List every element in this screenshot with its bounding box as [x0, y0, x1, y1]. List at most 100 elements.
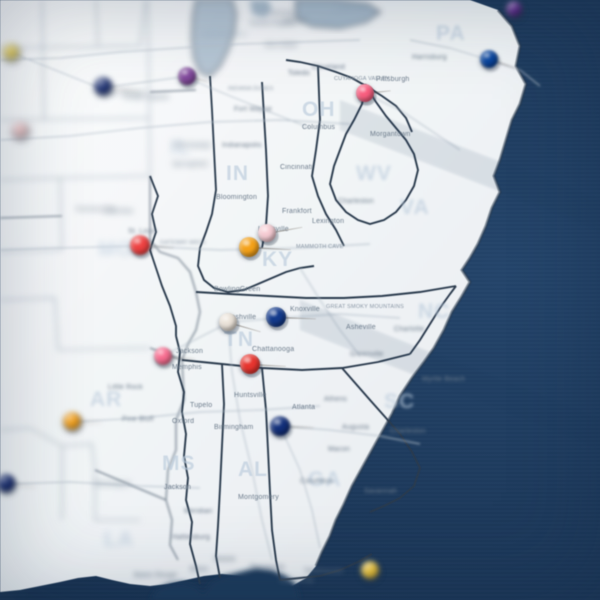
- city-label: Oxford: [172, 418, 195, 425]
- city-label: Baton Rouge: [134, 572, 178, 579]
- pin-minnesota-yellow[interactable]: [3, 44, 19, 60]
- city-label: Meridian: [184, 508, 213, 515]
- city-label: Memphis: [172, 364, 202, 371]
- state-abbr-il: IL: [170, 136, 191, 159]
- state-abbr-pa: PA: [436, 22, 466, 45]
- city-label: Athens: [324, 396, 347, 403]
- park-label: GREAT SMOKY MOUNTAINS: [326, 304, 405, 310]
- city-label: Jackson: [164, 484, 192, 491]
- city-label: Frankfort: [282, 208, 312, 215]
- park-label: MAMMOTH CAVE: [296, 244, 344, 250]
- city-label: Tupelo: [190, 402, 213, 409]
- city-label: Chattanooga: [252, 346, 295, 353]
- city-label: Pittsburgh: [376, 76, 410, 83]
- pin-mammothcave-orange[interactable]: [239, 237, 259, 257]
- city-label: Biloxi: [190, 566, 208, 573]
- city-label: Savannah: [364, 488, 398, 495]
- city-label: Pine Bluff: [122, 416, 154, 423]
- pin-chicago-purple[interactable]: [178, 67, 196, 85]
- pin-highlight: [134, 238, 142, 244]
- city-label: Cincinnati: [280, 164, 313, 171]
- pin-texas-navy[interactable]: [0, 474, 15, 492]
- pin-highlight: [66, 414, 74, 420]
- city-label: Knoxville: [290, 306, 320, 313]
- city-label: Atlanta: [292, 404, 316, 411]
- city-label: Columbia: [102, 208, 134, 215]
- city-label: Pensacola: [250, 564, 285, 571]
- state-abbr-in: IN: [226, 162, 249, 185]
- lake-label: LAKE MICHIGAN: [200, 32, 247, 38]
- city-label: Cedar Rapids: [124, 94, 170, 101]
- state-abbr-tn: TN: [224, 328, 254, 351]
- pin-highlight: [222, 315, 230, 321]
- state-abbr-oh: OH: [302, 98, 336, 121]
- pin-stlouis-red[interactable]: [130, 235, 150, 255]
- city-label: Panama City: [280, 578, 314, 584]
- pin-lexington-blush[interactable]: [258, 224, 276, 242]
- pin-highlight: [509, 3, 515, 9]
- city-label: Lansing: [268, 10, 294, 17]
- city-label: Myrtle Beach: [422, 376, 466, 383]
- pin-highlight: [181, 69, 189, 75]
- city-label: Indianapolis: [222, 142, 262, 149]
- pin-memphis-pink[interactable]: [154, 347, 172, 365]
- city-label: Birmingham: [214, 424, 254, 431]
- city-label: Charleston: [390, 428, 426, 435]
- city-label: Tallahassee: [304, 568, 344, 575]
- park-label: INDIANA DUNES: [228, 86, 274, 92]
- pin-chattanooga-red[interactable]: [240, 354, 260, 374]
- state-abbr-mo: MO: [98, 238, 134, 261]
- pin-nebraska-blush[interactable]: [12, 122, 28, 138]
- park-label: GATEWAY ARCH: [160, 240, 206, 246]
- city-label: Morgantown: [370, 131, 411, 138]
- pin-arkansas-orange[interactable]: [63, 412, 81, 430]
- pin-highlight: [97, 79, 105, 85]
- city-label: Montgomery: [238, 494, 279, 501]
- city-label: Columbus: [300, 478, 334, 485]
- city-label: Macon: [328, 446, 351, 453]
- state-abbr-ga: GA: [308, 468, 342, 491]
- pin-tallahassee-yellow[interactable]: [361, 561, 379, 579]
- pin-iowa-navy[interactable]: [94, 77, 112, 95]
- pin-atlanta-navy[interactable]: [270, 416, 290, 436]
- city-label: Kansas City: [76, 206, 116, 213]
- city-label: Huntsville: [234, 392, 267, 399]
- state-abbr-ar: AR: [90, 388, 123, 411]
- state-abbr-la: LA: [104, 528, 134, 551]
- pin-toledo-pink[interactable]: [356, 84, 374, 102]
- pin-highlight: [483, 52, 491, 58]
- city-label: Charlotte: [394, 326, 425, 333]
- city-label: Bloomington: [216, 194, 258, 201]
- pin-knoxville-navy[interactable]: [266, 307, 286, 327]
- city-label: St. Louis: [128, 228, 158, 235]
- city-label: Ann Arbor: [265, 42, 298, 49]
- city-label: Little Rock: [108, 384, 143, 391]
- city-label: Columbus: [302, 124, 336, 131]
- city-label: Jackson: [176, 348, 204, 355]
- state-abbr-ms: MS: [162, 452, 196, 475]
- city-label: Hattiesburg: [172, 534, 210, 541]
- city-label: Champaign: [174, 142, 212, 149]
- state-abbr-wv: WV: [356, 162, 392, 185]
- state-abbr-ky: KY: [262, 248, 294, 271]
- city-label: Greenville: [350, 351, 384, 358]
- lake-label: LAKE ERIE: [338, 6, 370, 12]
- city-label: Toledo: [288, 70, 310, 77]
- pin-highlight: [6, 46, 12, 52]
- city-label: Fort Wayne: [234, 106, 272, 113]
- pin-philadelphia-blue[interactable]: [480, 50, 498, 68]
- state-abbr-al: AL: [238, 458, 268, 481]
- state-abbr-nc: NC: [418, 300, 451, 323]
- pin-highlight: [274, 419, 282, 425]
- pin-highlight: [364, 563, 372, 569]
- pin-nashville-cream[interactable]: [219, 313, 237, 331]
- pin-highlight: [270, 310, 278, 316]
- pin-highlight: [244, 357, 252, 363]
- city-label: BowlingGreen: [214, 286, 261, 293]
- city-label: Harrisburg: [412, 54, 447, 61]
- pin-highlight: [261, 226, 269, 232]
- park-label: CUYAHOGA VALLEY: [334, 76, 390, 82]
- pin-highlight: [157, 349, 165, 355]
- pin-newyork-purple[interactable]: [506, 1, 522, 17]
